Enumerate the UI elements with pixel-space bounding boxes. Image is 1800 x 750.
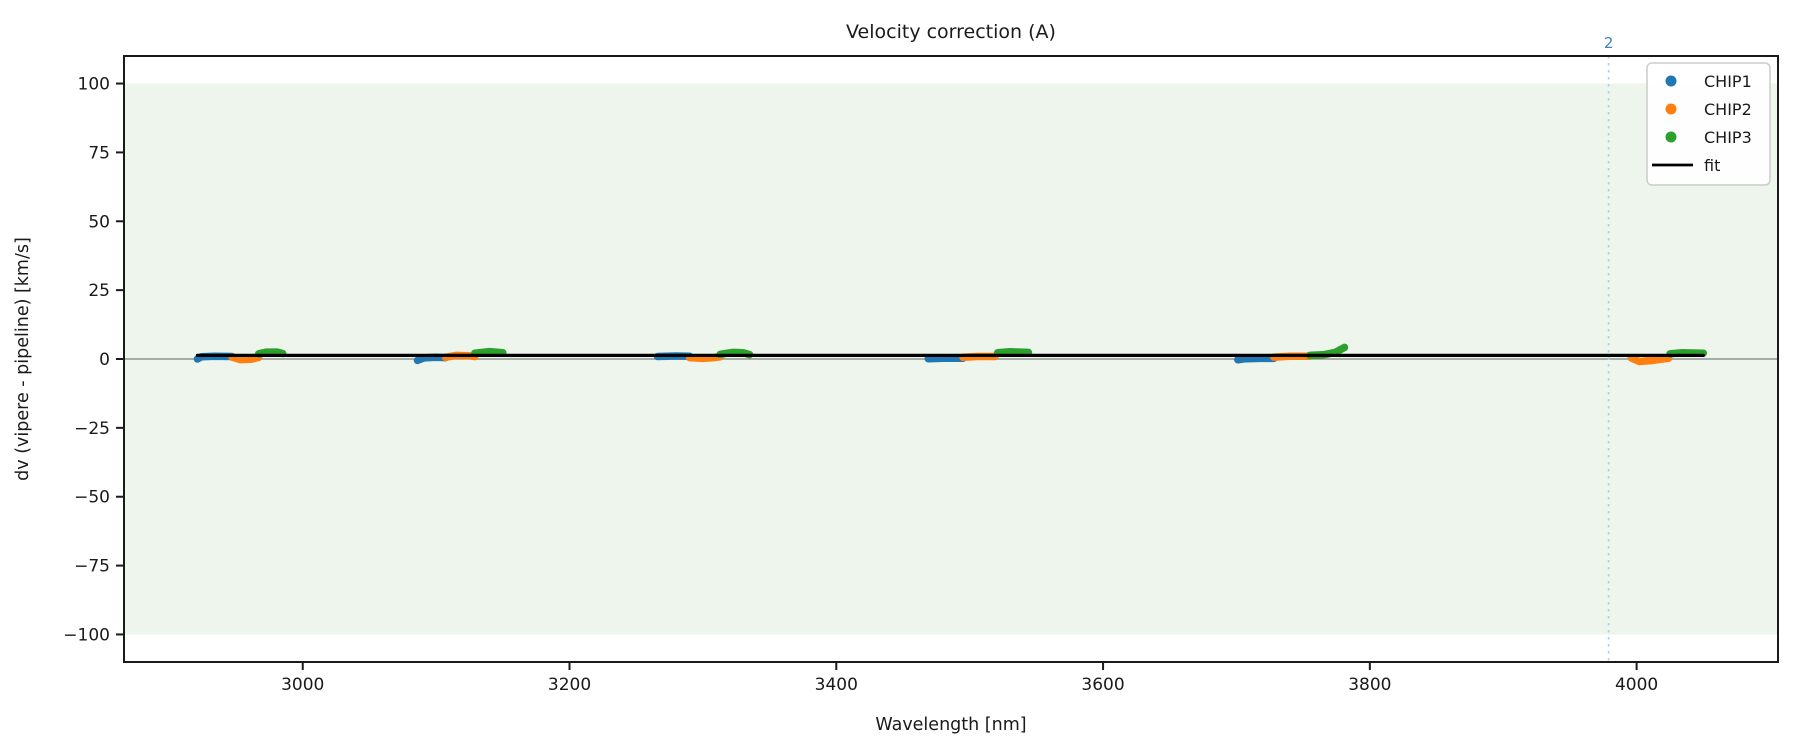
axes-layer: 3000 3200 3400 3600 3800 4000 100 75 50 25 0 −25 −50… xyxy=(63,55,1779,695)
y-tick-label: 75 xyxy=(88,143,110,163)
scatter-strip xyxy=(924,354,967,363)
legend-item-chip1: CHIP1 xyxy=(1665,72,1752,91)
legend-item-fit: fit xyxy=(1652,156,1720,175)
chip3-marker-icon xyxy=(1665,131,1677,143)
x-tick-label: 3400 xyxy=(815,675,858,695)
scatter-strip xyxy=(1627,354,1673,366)
scatter-strip xyxy=(254,348,287,358)
scatter-strip xyxy=(1666,348,1708,358)
scatter-strip xyxy=(993,348,1033,357)
scatter-strip xyxy=(685,353,724,363)
legend-label: CHIP1 xyxy=(1704,72,1752,91)
y-tick-label: −100 xyxy=(63,625,110,645)
legend-box xyxy=(1646,62,1771,186)
scatter-strip xyxy=(716,348,754,359)
x-axis-label: Wavelength [nm] xyxy=(875,715,1026,735)
chip1-marker-icon xyxy=(1665,75,1677,87)
scatter-strip xyxy=(471,347,507,357)
legend-item-chip2: CHIP2 xyxy=(1665,100,1752,119)
y-axis-label: dv (vipere - pipeline) [km/s] xyxy=(13,237,33,481)
y-tick-label: −75 xyxy=(74,557,110,577)
vline-order-label: 2 xyxy=(1604,34,1614,52)
scatter-strip xyxy=(1234,354,1278,364)
y-tick-label: 25 xyxy=(88,281,110,301)
y-tick-label: −25 xyxy=(74,419,110,439)
legend: CHIP1 CHIP2 CHIP3 fit xyxy=(1646,62,1771,186)
data-series-layer xyxy=(193,343,1708,366)
y-tick-label: −50 xyxy=(74,488,110,508)
x-tick-label: 4000 xyxy=(1615,675,1658,695)
y-tick-label: 0 xyxy=(99,350,110,370)
chip2-marker-icon xyxy=(1665,103,1677,115)
y-tick-label: 50 xyxy=(88,212,110,232)
legend-label: CHIP3 xyxy=(1704,128,1752,147)
y-tick-label: 100 xyxy=(78,75,110,95)
series-CHIP3 xyxy=(254,343,1708,360)
x-tick-label: 3000 xyxy=(281,675,324,695)
legend-label: fit xyxy=(1704,156,1720,175)
x-tick-label: 3800 xyxy=(1348,675,1391,695)
x-tick-label: 3600 xyxy=(1081,675,1124,695)
chart-title: Velocity correction (A) xyxy=(846,21,1056,43)
scatter-strip xyxy=(228,353,263,364)
legend-label: CHIP2 xyxy=(1704,100,1752,119)
scatter-strip xyxy=(413,353,450,365)
legend-item-chip3: CHIP3 xyxy=(1665,128,1752,147)
x-tick-label: 3200 xyxy=(548,675,591,695)
